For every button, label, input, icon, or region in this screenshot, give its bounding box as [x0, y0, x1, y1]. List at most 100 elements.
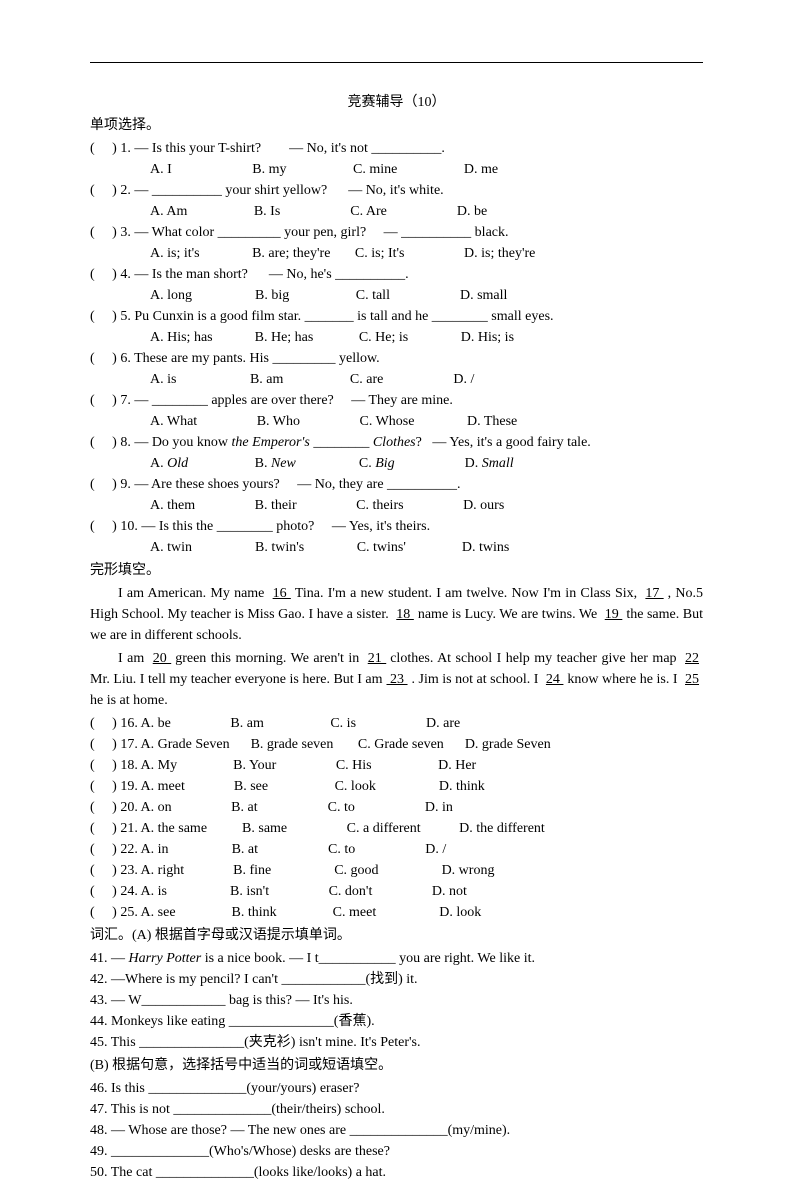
t: C. to [328, 842, 355, 857]
c21: ( ) 21. A. the same B. same C. a differe… [90, 818, 703, 839]
t: 41. — [90, 951, 129, 966]
blank-18: 18 [392, 607, 418, 622]
cloze-para1: I am American. My name 16 Tina. I'm a ne… [90, 583, 703, 646]
q2-b: B. Is [254, 204, 280, 219]
q2-stem: ( ) 2. — __________ your shirt yellow? —… [90, 180, 703, 201]
t: C. meet [333, 905, 377, 920]
page: 竞赛辅导（10） 单项选择。 ( ) 1. — Is this your T-s… [0, 0, 793, 1122]
q8-stem-a: ( ) 8. — Do you know [90, 435, 232, 450]
blank-20: 20 [149, 651, 175, 666]
q4-b: B. big [255, 288, 289, 303]
blank-21: 21 [364, 651, 390, 666]
q10-d: D. twins [462, 540, 509, 555]
q1-d: D. me [464, 162, 498, 177]
t: C. to [328, 800, 355, 815]
c22: ( ) 22. A. in B. at C. to D. / [90, 839, 703, 860]
q6-options: A. is B. am C. are D. / [150, 369, 703, 390]
t: C. His [336, 758, 372, 773]
t: B. grade seven [251, 737, 334, 752]
t: is a nice book. — I t___________ you are… [201, 951, 535, 966]
t: D. wrong [442, 863, 495, 878]
q4-a: A. long [150, 288, 192, 303]
q9-stem: ( ) 9. — Are these shoes yours? — No, th… [90, 474, 703, 495]
q3-c: C. is; It's [355, 246, 405, 261]
q2-a: A. Am [150, 204, 187, 219]
q3-d: D. is; they're [464, 246, 535, 261]
t: B. isn't [230, 884, 269, 899]
t: clothes. At school I help my teacher giv… [390, 651, 681, 666]
q10-options: A. twin B. twin's C. twins' D. twins [150, 537, 703, 558]
q6-b: B. am [250, 372, 283, 387]
v44: 44. Monkeys like eating _______________(… [90, 1011, 703, 1032]
t: I am [118, 651, 149, 666]
t: B. at [231, 800, 257, 815]
blank-25: 25 [681, 672, 703, 687]
t: D. think [439, 779, 485, 794]
t: C. don't [329, 884, 373, 899]
v41-it: Harry Potter [129, 951, 202, 966]
section-multiple-choice: 单项选择。 [90, 115, 703, 136]
q9-a: A. them [150, 498, 195, 513]
q9-b: B. their [255, 498, 297, 513]
t: C. good [334, 863, 378, 878]
c24: ( ) 24. A. is B. isn't C. don't D. not [90, 881, 703, 902]
t: D. Her [438, 758, 476, 773]
q2-options: A. Am B. Is C. Are D. be [150, 201, 703, 222]
t: B. am [230, 716, 263, 731]
blank-19: 19 [601, 607, 627, 622]
q8-d: Small [482, 456, 514, 471]
q5-b: B. He; has [255, 330, 314, 345]
v45: 45. This _______________(夹克衫) isn't mine… [90, 1032, 703, 1053]
t: ( ) 18. A. My [90, 758, 177, 773]
header-rule [90, 62, 703, 63]
t: B. think [232, 905, 277, 920]
q1-c: C. mine [353, 162, 397, 177]
blank-16: 16 [269, 586, 295, 601]
q1-a: A. I [150, 162, 172, 177]
page-title: 竞赛辅导（10） [90, 92, 703, 113]
t: ( ) 17. A. Grade Seven [90, 737, 230, 752]
t: ( ) 24. A. is [90, 884, 167, 899]
q8-b: New [271, 456, 296, 471]
c20: ( ) 20. A. on B. at C. to D. in [90, 797, 703, 818]
v50: 50. The cat ______________(looks like/lo… [90, 1162, 703, 1183]
t: ( ) 20. A. on [90, 800, 172, 815]
t: ( ) 22. A. in [90, 842, 169, 857]
c23: ( ) 23. A. right B. fine C. good D. wron… [90, 860, 703, 881]
q8-a: Old [167, 456, 188, 471]
q3-stem: ( ) 3. — What color _________ your pen, … [90, 222, 703, 243]
t: name is Lucy. We are twins. We [418, 607, 601, 622]
q5-a: A. His; has [150, 330, 213, 345]
v43: 43. — W____________ bag is this? — It's … [90, 990, 703, 1011]
q2-c: C. Are [350, 204, 387, 219]
blank-17: 17 [641, 586, 667, 601]
t: D. the different [459, 821, 545, 836]
v42: 42. —Where is my pencil? I can't _______… [90, 969, 703, 990]
q8-c: Big [375, 456, 394, 471]
t: I am American. My name [118, 586, 269, 601]
q4-d: D. small [460, 288, 507, 303]
blank-22: 22 [681, 651, 703, 666]
q6-stem: ( ) 6. These are my pants. His _________… [90, 348, 703, 369]
v48: 48. — Whose are those? — The new ones ar… [90, 1120, 703, 1141]
t: ( ) 21. A. the same [90, 821, 207, 836]
q7-a: A. What [150, 414, 197, 429]
t: ( ) 25. A. see [90, 905, 176, 920]
t: D. in [425, 800, 453, 815]
t: D. not [432, 884, 467, 899]
q5-c: C. He; is [359, 330, 408, 345]
q10-stem: ( ) 10. — Is this the ________ photo? — … [90, 516, 703, 537]
q1-options: A. I B. my C. mine D. me [150, 159, 703, 180]
q9-options: A. them B. their C. theirs D. ours [150, 495, 703, 516]
section-vocab-b: (B) 根据句意，选择括号中适当的词或短语填空。 [90, 1055, 703, 1076]
c17: ( ) 17. A. Grade Seven B. grade seven C.… [90, 734, 703, 755]
q7-c: C. Whose [360, 414, 415, 429]
t: B. same [242, 821, 287, 836]
v49: 49. ______________(Who's/Whose) desks ar… [90, 1141, 703, 1162]
q8-stem-b: ? — Yes, it's a good fairy tale. [416, 435, 591, 450]
cloze-para2: I am 20 green this morning. We aren't in… [90, 648, 703, 711]
q6-d: D. / [453, 372, 474, 387]
q4-c: C. tall [356, 288, 390, 303]
q7-d: D. These [467, 414, 517, 429]
q9-c: C. theirs [356, 498, 403, 513]
